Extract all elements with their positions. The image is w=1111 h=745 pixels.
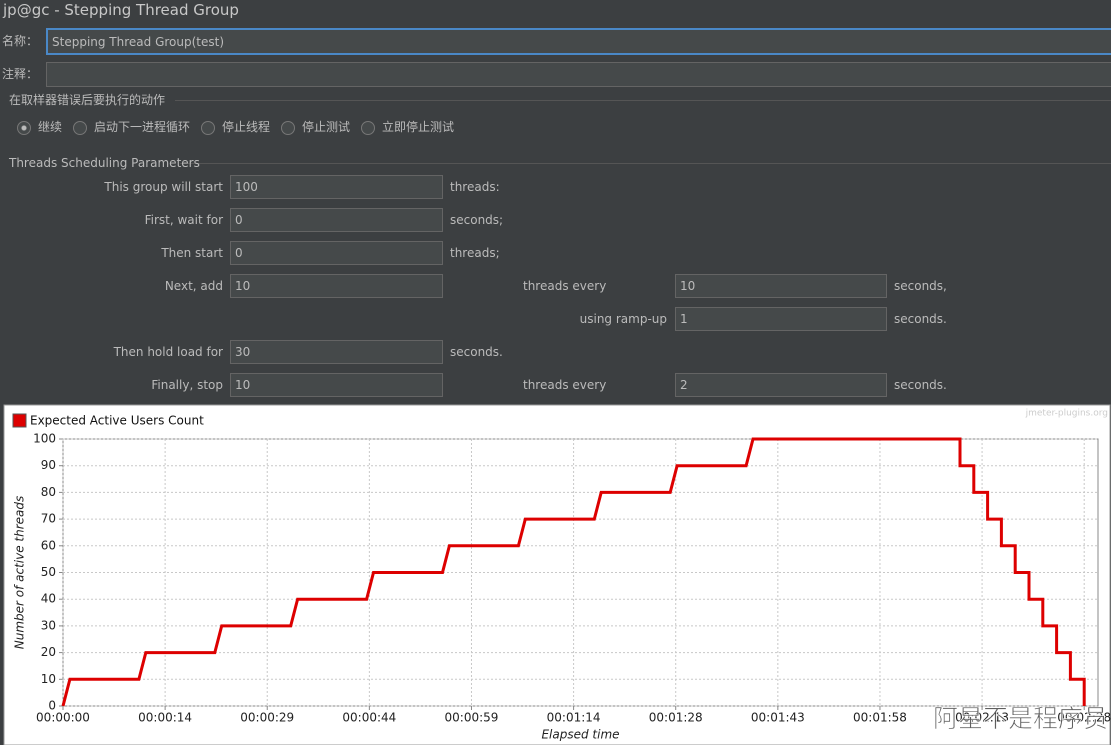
y-tick-label: 30 xyxy=(41,618,56,632)
x-tick-label: 00:00:29 xyxy=(240,711,294,725)
y-tick-label: 50 xyxy=(41,565,56,579)
y-tick-label: 90 xyxy=(41,458,56,472)
y-tick-label: 10 xyxy=(41,672,56,686)
y-tick-label: 70 xyxy=(41,512,56,526)
x-tick-label: 00:01:43 xyxy=(751,711,805,725)
y-tick-label: 40 xyxy=(41,592,56,606)
y-tick-label: 20 xyxy=(41,645,56,659)
x-tick-label: 00:01:14 xyxy=(547,711,601,725)
x-tick-label: 00:00:44 xyxy=(342,711,396,725)
x-tick-label: 00:00:14 xyxy=(138,711,192,725)
x-tick-label: 00:01:58 xyxy=(853,711,907,725)
y-tick-label: 60 xyxy=(41,538,56,552)
y-tick-label: 80 xyxy=(41,485,56,499)
x-tick-label: 00:01:28 xyxy=(649,711,703,725)
x-axis-label: Elapsed time xyxy=(541,728,619,742)
credit: jmeter-plugins.org xyxy=(1025,409,1108,419)
x-tick-label: 00:00:00 xyxy=(36,711,90,725)
y-axis-label: Number of active threads xyxy=(13,496,27,650)
legend-label: Expected Active Users Count xyxy=(30,414,204,428)
y-tick-label: 100 xyxy=(33,432,56,446)
x-tick-label: 00:00:59 xyxy=(445,711,499,725)
legend-swatch xyxy=(13,414,26,427)
watermark: 阿星不是程序员 xyxy=(933,704,1108,733)
